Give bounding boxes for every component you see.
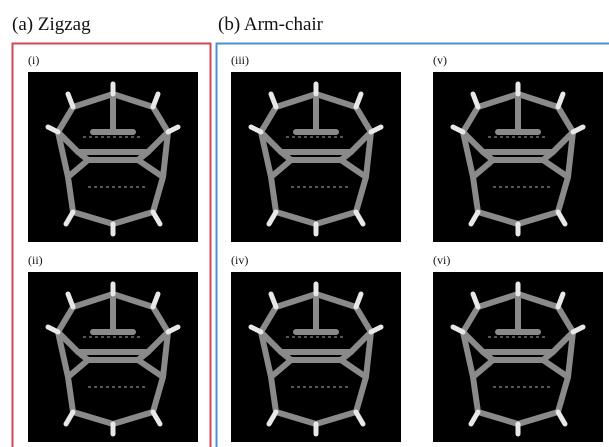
panel-label: (vi) (433, 253, 450, 267)
panel-label: (i) (28, 53, 39, 67)
panel-label: (ii) (28, 253, 43, 267)
group-title: (b) Arm-chair (218, 14, 324, 35)
panel-label: (iv) (231, 253, 248, 267)
figure: (a) Zigzag (i) (ii) (b) Arm-chair (iii) (iv) (… (0, 0, 609, 447)
group-title: (a) Zigzag (12, 14, 91, 35)
panel-label: (iii) (231, 53, 249, 67)
panel-label: (v) (433, 53, 447, 67)
